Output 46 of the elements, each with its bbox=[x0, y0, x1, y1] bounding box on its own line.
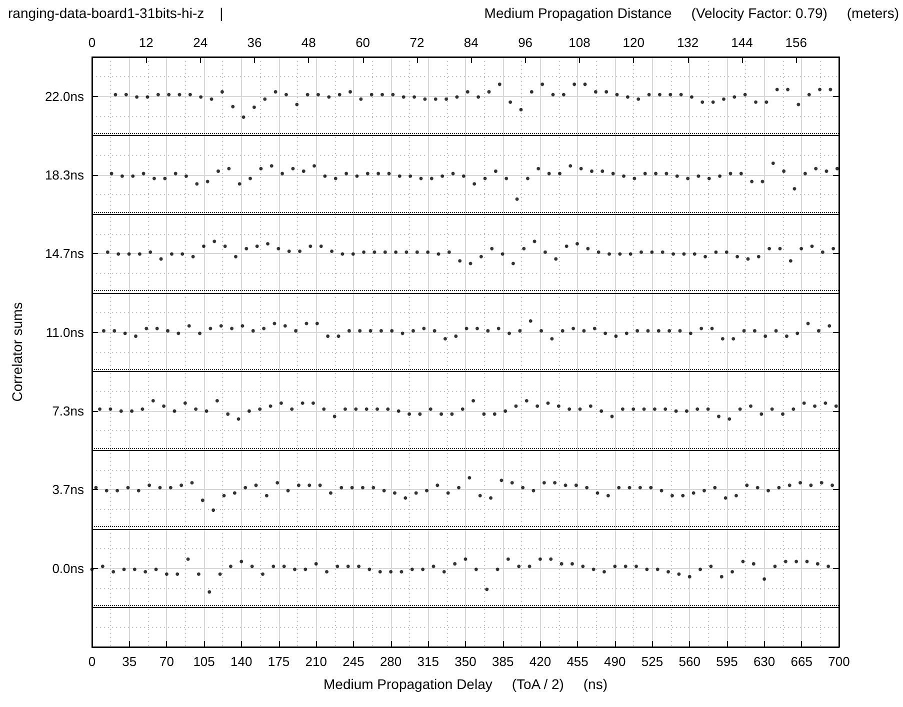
y-tick-label: 18.3ns bbox=[44, 167, 84, 182]
x-tick-label: 210 bbox=[305, 654, 327, 669]
x2-tick-label: 0 bbox=[88, 35, 96, 50]
x2-tick-label: 48 bbox=[301, 35, 316, 50]
y-axis-title: Correlator sums bbox=[9, 302, 25, 402]
y-tick-label: 3.7ns bbox=[52, 482, 84, 498]
chart-title: ranging-data-board1-31bits-hi-z | bbox=[8, 5, 224, 21]
y-tick-label: 11.0ns bbox=[46, 324, 84, 340]
x-tick-label: 595 bbox=[716, 654, 738, 669]
y-tick-label: 14.7ns bbox=[44, 246, 84, 262]
x-tick-label: 525 bbox=[641, 654, 664, 669]
x-tick-label: 630 bbox=[753, 654, 776, 669]
x2-tick-label: 36 bbox=[247, 35, 262, 50]
x2-tick-label: 96 bbox=[518, 35, 533, 50]
x2-tick-label: 84 bbox=[464, 35, 478, 50]
x2-tick-label: 72 bbox=[410, 35, 424, 50]
x-tick-label: 420 bbox=[529, 654, 552, 669]
x-tick-label: 105 bbox=[193, 654, 215, 669]
x-tick-label: 455 bbox=[566, 654, 588, 669]
x-tick-label: 490 bbox=[604, 654, 626, 669]
x-tick-label: 280 bbox=[380, 654, 402, 669]
x-tick-label: 35 bbox=[122, 654, 137, 669]
x-tick-label: 350 bbox=[454, 654, 476, 669]
y-tick-label: 7.3ns bbox=[52, 403, 84, 418]
x-tick-label: 0 bbox=[88, 654, 96, 669]
x2-tick-label: 132 bbox=[676, 35, 699, 50]
x-tick-label: 560 bbox=[678, 654, 700, 669]
x2-tick-label: 120 bbox=[622, 35, 644, 50]
x2-axis-title: Medium Propagation Distance (Velocity Factor: 0.79) (meters) bbox=[484, 5, 900, 21]
x-tick-label: 140 bbox=[230, 654, 252, 669]
x2-tick-label: 60 bbox=[356, 35, 370, 50]
x-tick-label: 175 bbox=[268, 654, 290, 669]
x-tick-label: 315 bbox=[417, 654, 439, 669]
x-tick-label: 700 bbox=[828, 654, 850, 669]
x-tick-label: 665 bbox=[790, 654, 812, 669]
x2-tick-label: 24 bbox=[193, 35, 208, 50]
x2-tick-label: 12 bbox=[138, 35, 154, 50]
x2-tick-label: 108 bbox=[568, 35, 590, 50]
x-tick-label: 245 bbox=[342, 654, 364, 669]
x2-tick-label: 144 bbox=[731, 35, 753, 50]
x-axis-title: Medium Propagation Delay (ToA / 2) (ns) bbox=[323, 676, 608, 692]
x2-tick-label: 156 bbox=[785, 35, 807, 50]
y-tick-label: 0.0ns bbox=[52, 560, 84, 576]
x-tick-label: 385 bbox=[492, 654, 514, 669]
y-tick-label: 22.0ns bbox=[44, 88, 84, 104]
x-tick-label: 70 bbox=[159, 654, 174, 669]
